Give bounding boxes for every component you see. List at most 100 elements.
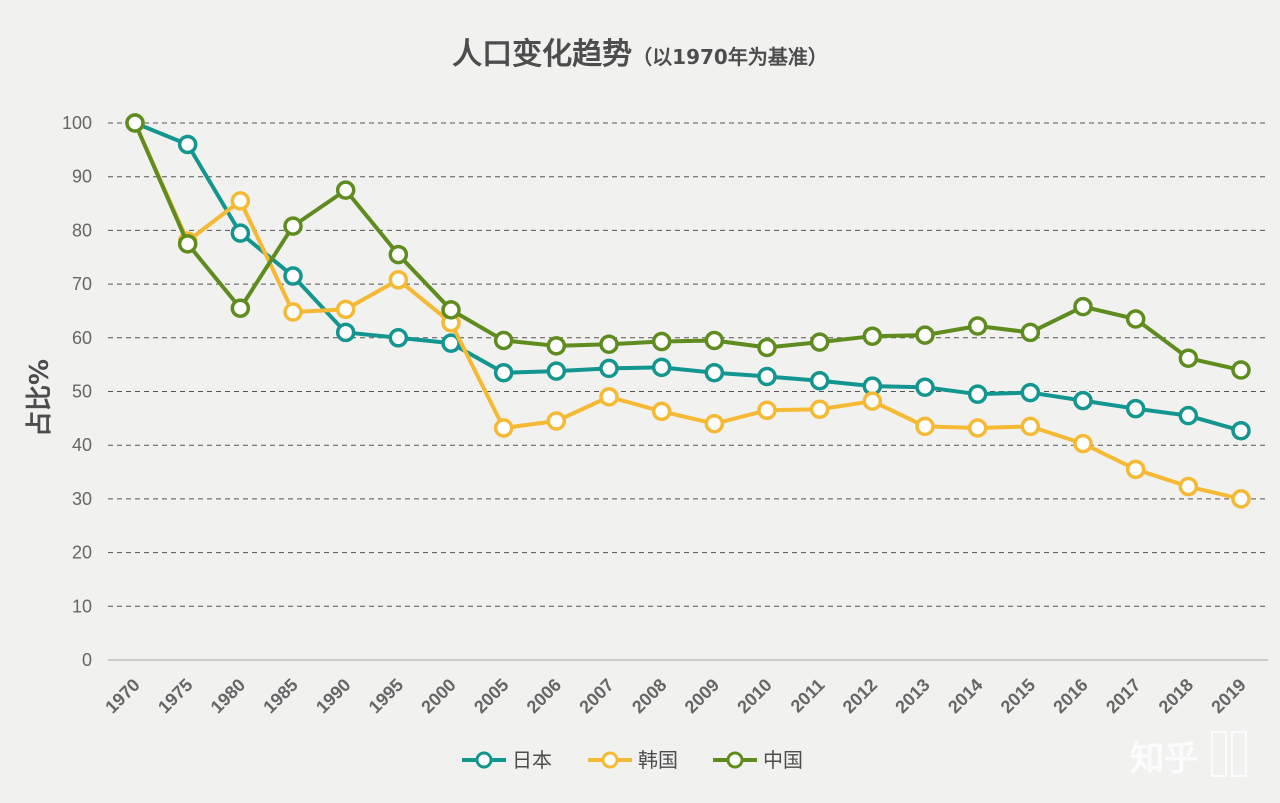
data-point — [441, 300, 461, 320]
data-point — [1073, 296, 1093, 317]
data-point — [1020, 322, 1041, 343]
series-line — [133, 122, 1242, 501]
series-group — [125, 113, 1251, 441]
y-tick-label: 50 — [72, 382, 92, 402]
x-tick-label: 2000 — [417, 675, 459, 717]
x-tick-label: 1990 — [312, 675, 354, 717]
data-point — [230, 223, 251, 243]
data-point — [757, 337, 777, 358]
x-tick-label: 2013 — [891, 675, 933, 717]
data-point — [1125, 398, 1146, 419]
data-point — [1231, 360, 1251, 380]
x-tick-label: 1995 — [365, 675, 407, 717]
y-tick-label: 10 — [72, 596, 92, 616]
chart-subtitle: （以1970年为基准） — [632, 45, 828, 69]
data-point — [599, 358, 619, 379]
data-point — [651, 331, 672, 352]
data-point — [335, 322, 356, 343]
x-tick-label: 2016 — [1049, 675, 1091, 717]
x-tick-label: 1985 — [259, 675, 301, 717]
data-point — [967, 418, 988, 438]
y-tick-label: 80 — [72, 220, 92, 240]
data-point — [915, 377, 935, 397]
legend-label: 日本 — [512, 748, 552, 772]
data-point — [493, 330, 514, 351]
data-point — [1073, 390, 1093, 411]
y-tick-label: 60 — [72, 328, 92, 348]
data-point — [809, 371, 830, 391]
watermark: 知乎 — [1130, 731, 1247, 779]
data-point — [757, 400, 777, 421]
data-point — [599, 334, 619, 354]
data-point — [283, 266, 303, 286]
data-point — [809, 399, 830, 419]
x-tick-label: 2019 — [1207, 675, 1249, 717]
legend-item: 韩国 — [588, 748, 678, 772]
data-point — [335, 299, 356, 320]
data-point — [1125, 309, 1146, 329]
x-tick-label: 2012 — [839, 675, 881, 717]
data-point — [283, 302, 303, 322]
data-point — [862, 326, 883, 346]
data-point — [335, 180, 356, 200]
y-axis-label: 占比% — [25, 359, 55, 437]
data-point — [1178, 476, 1199, 497]
data-point — [546, 361, 567, 381]
series-group — [125, 113, 1251, 380]
data-point — [1073, 433, 1093, 454]
data-point — [1231, 420, 1251, 441]
data-point — [757, 366, 777, 387]
data-point — [546, 411, 567, 431]
x-tick-label: 1975 — [154, 675, 196, 717]
y-tick-label: 30 — [72, 489, 92, 509]
data-point — [493, 418, 514, 438]
data-point — [704, 362, 725, 383]
x-tick-label: 2014 — [944, 675, 986, 717]
x-axis-ticks: 1970 1975 1980 1985 1990 1995 2000 2005 2006 2007… — [101, 675, 1249, 717]
series-lines — [125, 113, 1251, 509]
data-point — [599, 387, 619, 407]
legend-label: 中国 — [763, 748, 803, 772]
data-point — [230, 191, 251, 211]
x-tick-label: 2018 — [1155, 675, 1197, 717]
legend-item: 中国 — [713, 748, 803, 772]
data-point — [388, 270, 409, 290]
data-point — [967, 384, 988, 404]
x-tick-label: 2005 — [470, 675, 512, 717]
data-point — [230, 298, 251, 319]
y-tick-label: 40 — [72, 435, 92, 455]
watermark-text: 知乎 — [1130, 739, 1198, 779]
data-point — [809, 332, 830, 352]
x-tick-label: 1970 — [101, 675, 143, 717]
legend-marker — [601, 751, 619, 769]
x-tick-label: 2009 — [681, 675, 723, 717]
y-axis-ticks: 0 10 20 30 40 50 60 70 80 90 100 — [62, 113, 92, 670]
series-line — [134, 121, 1242, 433]
grid — [108, 122, 1268, 661]
x-tick-label: 2017 — [1102, 675, 1144, 717]
data-point — [862, 391, 883, 411]
legend: 日本 韩国 中国 — [462, 748, 803, 772]
data-point — [1178, 405, 1199, 426]
legend-marker — [475, 751, 493, 769]
data-point — [967, 316, 988, 336]
data-point — [1020, 382, 1041, 403]
data-point — [493, 362, 514, 383]
x-tick-label: 2008 — [628, 675, 670, 717]
legend-marker — [726, 751, 744, 769]
y-tick-label: 100 — [62, 113, 92, 133]
data-point — [1020, 416, 1041, 437]
data-point — [283, 216, 303, 236]
y-tick-label: 20 — [72, 543, 92, 563]
data-point — [1178, 348, 1199, 368]
y-tick-label: 90 — [72, 167, 92, 187]
data-point — [1231, 489, 1251, 509]
data-point — [177, 234, 198, 254]
data-point — [546, 336, 567, 356]
chart-title: 人口变化趋势 — [452, 37, 632, 72]
x-tick-label: 2011 — [787, 675, 829, 717]
y-tick-label: 70 — [72, 274, 92, 294]
y-tick-label: 0 — [82, 650, 92, 670]
